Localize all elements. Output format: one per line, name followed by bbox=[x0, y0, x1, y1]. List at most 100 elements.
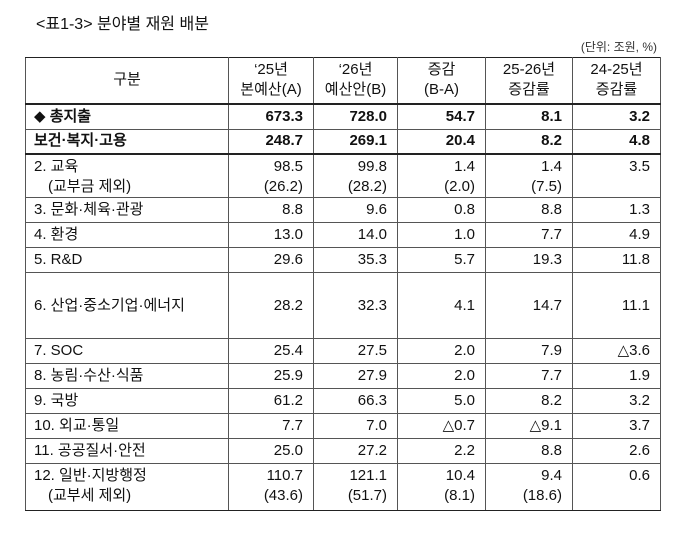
cell-text: 7.7 bbox=[541, 367, 562, 384]
cell-text: 110.7 bbox=[266, 467, 303, 484]
header-text: 증감 bbox=[427, 61, 456, 79]
value-cell: △0.7 bbox=[397, 413, 486, 439]
cell-text: 10. 외교·통일 bbox=[34, 417, 120, 434]
table-row: 12. 일반·지방행정 (교부세 제외) 110.7 (43.6) 121.1 (51.7… bbox=[25, 463, 661, 511]
table-row: 7. SOC 25.4 27.5 2.0 7.9 △3.6 bbox=[25, 338, 661, 364]
value-cell: 3.2 bbox=[572, 103, 661, 130]
cell-text: 0.6 bbox=[629, 467, 650, 484]
cell-text: 5. R&D bbox=[34, 251, 83, 268]
cell-text: 66.3 bbox=[357, 392, 387, 409]
value-cell: 4.1 bbox=[397, 272, 486, 339]
row-label: 9. 국방 bbox=[25, 388, 229, 414]
cell-text: 25.4 bbox=[273, 342, 303, 359]
cell-text: 1.9 bbox=[629, 367, 650, 384]
value-cell: △3.6 bbox=[572, 338, 661, 364]
header-text: 증감률 bbox=[508, 81, 550, 99]
value-cell: 0.6 bbox=[572, 463, 661, 511]
table-row: 9. 국방 61.2 66.3 5.0 8.2 3.2 bbox=[25, 388, 661, 414]
cell-text: 8. 농림·수산·식품 bbox=[34, 367, 144, 384]
cell-text: 8.8 bbox=[541, 442, 562, 459]
value-cell: 1.4 (2.0) bbox=[397, 153, 486, 198]
value-cell: 7.7 bbox=[485, 222, 573, 248]
unit-note: (단위: 조원, %) bbox=[580, 40, 657, 54]
value-cell: 61.2 bbox=[228, 388, 314, 414]
cell-text: △0.7 bbox=[442, 417, 475, 434]
value-cell: 8.2 bbox=[485, 129, 573, 155]
header-text: 증감률 bbox=[595, 81, 638, 99]
cell-text: 3. 문화·체육·관광 bbox=[34, 201, 144, 218]
cell-text: 8.1 bbox=[541, 107, 562, 125]
table-row: 10. 외교·통일 7.7 7.0 △0.7 △9.1 3.7 bbox=[25, 413, 661, 439]
row-label: 6. 산업·중소기업·에너지 bbox=[25, 272, 229, 339]
cell-text: 4.8 bbox=[629, 132, 650, 150]
value-cell: 9.6 bbox=[313, 197, 398, 223]
header-text: 25-26년 bbox=[502, 61, 556, 79]
value-cell: 27.5 bbox=[313, 338, 398, 364]
column-header: ‘25년 본예산(A) bbox=[228, 57, 314, 105]
value-cell: 20.4 bbox=[397, 129, 486, 155]
row-label: 10. 외교·통일 bbox=[25, 413, 229, 439]
cell-text: (8.1) bbox=[444, 487, 475, 504]
cell-text: 보건·복지·고용 bbox=[34, 132, 127, 150]
row-label: 8. 농림·수산·식품 bbox=[25, 363, 229, 389]
cell-text: 14.7 bbox=[532, 296, 562, 314]
row-label: 4. 환경 bbox=[25, 222, 229, 248]
cell-text: 9. 국방 bbox=[34, 392, 79, 409]
value-cell: 14.0 bbox=[313, 222, 398, 248]
cell-text: 4. 환경 bbox=[34, 226, 79, 243]
value-cell: 32.3 bbox=[313, 272, 398, 339]
header-text: ‘26년 bbox=[338, 61, 373, 79]
value-cell: 3.2 bbox=[572, 388, 661, 414]
header-text: 본예산(A) bbox=[240, 81, 302, 99]
header-row: 구분 ‘25년 본예산(A) ‘26년 예산안(B) 증감 (B-A) 25-26년 증감률 24… bbox=[25, 57, 661, 105]
value-cell: 11.1 bbox=[572, 272, 661, 339]
cell-text: 7.0 bbox=[366, 417, 387, 434]
value-cell: 2.0 bbox=[397, 338, 486, 364]
value-cell: 248.7 bbox=[228, 129, 314, 155]
value-cell: 5.0 bbox=[397, 388, 486, 414]
cell-text: 2. 교육 bbox=[34, 157, 79, 175]
cell-text: (26.2) bbox=[263, 177, 303, 195]
value-cell: 54.7 bbox=[397, 103, 486, 130]
cell-text: 1.0 bbox=[454, 226, 475, 243]
value-cell: 7.9 bbox=[485, 338, 573, 364]
cell-text: 8.8 bbox=[541, 201, 562, 218]
cell-text: 10.4 bbox=[445, 467, 475, 484]
value-cell: 66.3 bbox=[313, 388, 398, 414]
header-text: 24-25년 bbox=[590, 61, 643, 79]
value-cell: 110.7 (43.6) bbox=[228, 463, 314, 511]
table-row: 11. 공공질서·안전 25.0 27.2 2.2 8.8 2.6 bbox=[25, 438, 661, 464]
cell-text: 12. 일반·지방행정 bbox=[34, 467, 147, 484]
value-cell: 269.1 bbox=[313, 129, 398, 155]
value-cell: 13.0 bbox=[228, 222, 314, 248]
cell-text: 54.7 bbox=[445, 107, 475, 125]
value-cell: 25.9 bbox=[228, 363, 314, 389]
cell-text: (43.6) bbox=[263, 487, 303, 504]
column-header: 구분 bbox=[25, 57, 229, 105]
value-cell: 8.2 bbox=[485, 388, 573, 414]
cell-text: 4.1 bbox=[454, 296, 475, 314]
value-cell: 8.8 bbox=[485, 197, 573, 223]
cell-text: ◆ 총지출 bbox=[34, 107, 92, 125]
row-label: 보건·복지·고용 bbox=[25, 129, 229, 155]
cell-text: 1.3 bbox=[629, 201, 650, 218]
value-cell: 25.0 bbox=[228, 438, 314, 464]
table-row: ◆ 총지출 673.3 728.0 54.7 8.1 3.2 bbox=[25, 103, 661, 130]
cell-text: 13.0 bbox=[273, 226, 303, 243]
table-row: 8. 농림·수산·식품 25.9 27.9 2.0 7.7 1.9 bbox=[25, 363, 661, 389]
value-cell: 1.4 (7.5) bbox=[485, 153, 573, 198]
cell-text: 3.7 bbox=[629, 417, 650, 434]
cell-text: 3.5 bbox=[629, 157, 650, 175]
cell-text: 4.9 bbox=[629, 226, 650, 243]
row-label: 7. SOC bbox=[25, 338, 229, 364]
table-row: 5. R&D 29.6 35.3 5.7 19.3 11.8 bbox=[25, 247, 661, 273]
column-header: ‘26년 예산안(B) bbox=[313, 57, 398, 105]
cell-text: 11.1 bbox=[621, 296, 650, 314]
cell-text: (18.6) bbox=[522, 487, 562, 504]
cell-text: △9.1 bbox=[529, 417, 562, 434]
cell-text: 98.5 bbox=[273, 157, 303, 175]
cell-text: (7.5) bbox=[531, 177, 562, 195]
